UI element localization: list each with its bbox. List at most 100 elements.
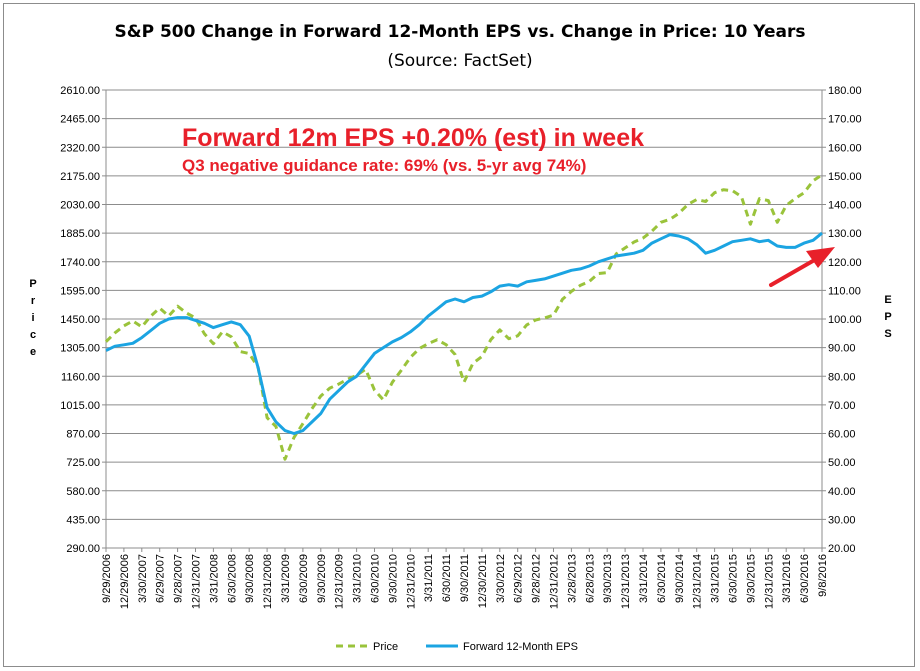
chart-frame	[3, 3, 915, 667]
x-tick-label: 12/31/2008	[262, 554, 274, 609]
left-tick-label: 1450.00	[60, 314, 100, 326]
legend-eps-label: Forward 12-Month EPS	[463, 641, 578, 653]
axis-label-letter: E	[884, 294, 891, 306]
x-tick-label: 9/28/2012	[531, 554, 543, 603]
right-tick-label: 100.00	[828, 314, 862, 326]
right-tick-label: 70.00	[828, 400, 856, 412]
left-tick-label: 1595.00	[60, 285, 100, 297]
left-tick-label: 580.00	[66, 486, 100, 498]
left-tick-label: 1305.00	[60, 343, 100, 355]
right-tick-label: 140.00	[828, 200, 862, 212]
x-tick-label: 6/30/2010	[370, 554, 382, 603]
x-tick-label: 3/30/2007	[137, 554, 149, 603]
left-tick-label: 870.00	[66, 429, 100, 441]
right-tick-label: 120.00	[828, 257, 862, 269]
x-tick-label: 9/30/2011	[459, 554, 471, 602]
x-tick-label: 12/31/2009	[334, 554, 346, 609]
x-tick-label: 9/30/2010	[387, 554, 399, 603]
right-tick-label: 90.00	[828, 343, 856, 355]
x-tick-label: 6/30/2014	[656, 554, 668, 603]
axis-label-letter: c	[30, 329, 36, 341]
right-tick-label: 60.00	[828, 429, 856, 441]
x-tick-label: 9/30/2015	[745, 554, 757, 603]
right-tick-label: 20.00	[828, 543, 856, 555]
right-tick-label: 30.00	[828, 514, 856, 526]
right-tick-label: 160.00	[828, 142, 862, 154]
left-tick-label: 435.00	[66, 514, 100, 526]
x-tick-label: 3/31/2010	[352, 554, 364, 603]
axis-label-letter: P	[29, 278, 36, 290]
x-axis-ticks: 9/29/2006 12/29/2006 3/30/2007 6/29/2007 9/2…	[101, 548, 829, 609]
right-tick-label: 110.00	[828, 285, 861, 297]
right-tick-label: 40.00	[828, 486, 856, 498]
right-tick-label: 170.00	[828, 114, 862, 126]
x-tick-label: 6/28/2013	[584, 554, 596, 603]
left-tick-label: 725.00	[66, 457, 100, 469]
left-tick-label: 2465.00	[60, 114, 100, 126]
axis-label-letter: S	[884, 328, 891, 340]
left-tick-label: 2030.00	[60, 200, 100, 212]
x-tick-label: 12/31/2013	[620, 554, 632, 609]
legend: Price Forward 12-Month EPS	[336, 641, 578, 653]
x-tick-label: 3/31/2011	[423, 554, 435, 602]
left-tick-label: 1885.00	[60, 228, 100, 240]
series-eps-line	[105, 231, 823, 435]
x-tick-label: 9/30/2014	[674, 554, 686, 603]
x-tick-label: 6/30/2009	[298, 554, 310, 603]
x-tick-label: 12/31/2014	[692, 554, 704, 609]
left-axis-ticks: 2610.00 2465.00 2320.00 2175.00 2030.00 1885.…	[60, 85, 106, 555]
axis-label-letter: i	[31, 312, 34, 324]
right-tick-label: 50.00	[828, 457, 856, 469]
x-tick-label: 9/28/2007	[173, 554, 185, 603]
chart-title: S&P 500 Change in Forward 12-Month EPS v…	[115, 22, 806, 42]
left-tick-label: 2610.00	[60, 85, 100, 97]
x-tick-label: 3/31/2014	[638, 554, 650, 603]
x-tick-label: 6/30/2015	[728, 554, 740, 603]
x-tick-label: 12/31/2012	[549, 554, 561, 609]
x-tick-label: 6/30/2008	[226, 554, 238, 603]
x-tick-label: 6/30/2016	[799, 554, 811, 603]
right-tick-label: 180.00	[828, 85, 862, 97]
x-tick-label: 6/30/2011	[441, 554, 453, 602]
left-tick-label: 290.00	[66, 543, 100, 555]
x-tick-label: 9/30/2009	[316, 554, 328, 603]
x-tick-label: 3/30/2012	[495, 554, 507, 603]
x-tick-label: 9/8/2016	[817, 554, 829, 597]
x-tick-label: 3/31/2016	[781, 554, 793, 603]
x-tick-label: 9/30/2008	[244, 554, 256, 603]
right-tick-label: 150.00	[828, 171, 862, 183]
x-tick-label: 3/31/2008	[208, 554, 220, 603]
right-axis-ticks: 180.00 170.00 160.00 150.00 140.00 130.00 120.…	[822, 85, 862, 555]
left-tick-label: 2175.00	[60, 171, 100, 183]
x-tick-label: 6/29/2012	[513, 554, 525, 603]
right-axis-label: EPS	[884, 294, 891, 340]
chart-subtitle: (Source: FactSet)	[387, 51, 532, 71]
x-tick-label: 12/29/2006	[119, 554, 131, 609]
x-tick-label: 12/31/2015	[763, 554, 775, 609]
series-price-line	[104, 173, 823, 461]
left-tick-label: 1740.00	[60, 257, 100, 269]
x-tick-label: 9/30/2013	[602, 554, 614, 603]
left-tick-label: 1015.00	[60, 400, 100, 412]
annotation-eps-week: Forward 12m EPS +0.20% (est) in week	[182, 124, 644, 152]
axis-label-letter: e	[30, 346, 36, 358]
right-tick-label: 130.00	[828, 228, 862, 240]
axis-label-letter: r	[31, 295, 36, 307]
axis-label-letter: P	[884, 311, 891, 323]
left-tick-label: 1160.00	[61, 371, 100, 383]
x-tick-label: 9/29/2006	[101, 554, 113, 603]
x-tick-label: 12/31/2007	[191, 554, 203, 609]
x-tick-label: 3/28/2013	[566, 554, 578, 603]
x-tick-label: 12/30/2011	[477, 554, 489, 608]
x-tick-label: 12/31/2010	[405, 554, 417, 609]
series-layer	[104, 173, 823, 461]
x-tick-label: 3/31/2009	[280, 554, 292, 603]
right-tick-label: 80.00	[828, 371, 856, 383]
left-axis-label: Price	[29, 278, 36, 358]
annotation-guidance-rate: Q3 negative guidance rate: 69% (vs. 5-yr…	[182, 156, 586, 175]
legend-price-label: Price	[373, 641, 398, 653]
x-tick-label: 6/29/2007	[155, 554, 167, 603]
left-tick-label: 2320.00	[60, 142, 100, 154]
red-arrow	[769, 247, 835, 287]
